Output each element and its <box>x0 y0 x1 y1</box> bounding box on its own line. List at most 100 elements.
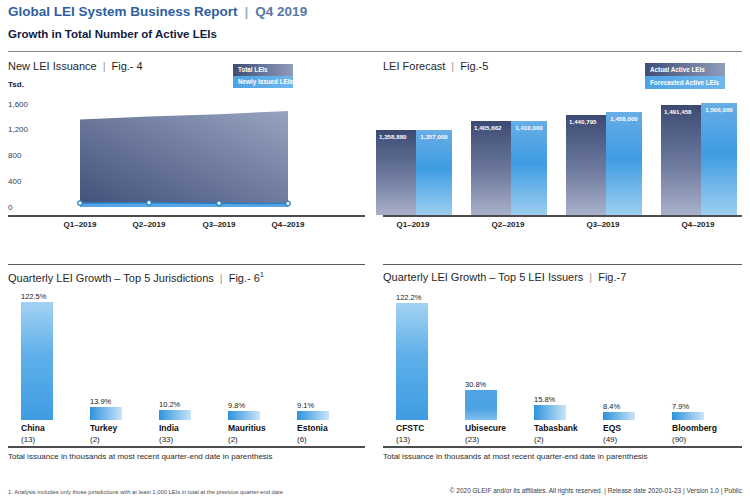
fig5-title-pipe: | <box>451 60 454 72</box>
fig5-x-axis-line <box>383 215 742 217</box>
report-period: Q4 2019 <box>255 4 307 19</box>
fig6-category-label-4: Estonia <box>297 423 328 433</box>
fig7-title-text: Quarterly LEI Growth – Top 5 LEI Issuers <box>383 271 583 283</box>
fig7-category-label-4: Bloomberg <box>672 423 717 433</box>
fig4-title-pipe: | <box>103 60 106 72</box>
fig6-category-label-1: Turkey <box>90 423 117 433</box>
fig7-count-label-0: (13) <box>396 435 410 444</box>
header-pipe: | <box>245 4 249 19</box>
report-title: Global LEI System Business Report <box>8 4 238 19</box>
fig6-category-label-0: China <box>21 423 45 433</box>
fig7-value-label-1: 30.8% <box>465 380 486 389</box>
fig6-value-label-0: 122.5% <box>21 292 46 301</box>
fig7-value-label-3: 8.4% <box>603 402 620 411</box>
fig6-title-text: Quarterly LEI Growth – Top 5 Jurisdictio… <box>8 272 214 284</box>
fig4-x-label-2: Q3–2019 <box>189 220 249 229</box>
fig5-x-label-2: Q3–2019 <box>573 220 633 229</box>
fig7-bar-tabasbank <box>534 405 566 420</box>
fig5-forecast-value-1: 1,410,000 <box>511 124 547 131</box>
fig5-legend: Actual Active LEIs Forecasted Active LEI… <box>645 63 725 89</box>
fig6-value-label-4: 9.1% <box>297 401 314 410</box>
fig5-legend-actual: Actual Active LEIs <box>645 63 725 76</box>
fig4-legend-newly-issued: Newly Issued LEIs <box>233 76 293 88</box>
fig5-forecast-bar-1 <box>511 121 547 215</box>
report-header: Global LEI System Business Report | Q4 201… <box>8 4 307 19</box>
fig7-title-pipe: | <box>589 271 592 283</box>
fig7-bottom-divider <box>383 446 742 448</box>
fig6-bar-india <box>159 410 191 420</box>
fig5-actual-bar-0 <box>376 130 420 215</box>
fig7-count-label-2: (2) <box>534 435 544 444</box>
newly-issued-marker-3 <box>286 201 291 206</box>
fig7-category-label-1: Ubisecure <box>465 423 506 433</box>
fig7-bar-ubisecure <box>465 390 497 420</box>
fig6-count-label-1: (2) <box>90 435 100 444</box>
fig6-value-label-1: 13.9% <box>90 397 111 406</box>
newly-issued-marker-1 <box>147 201 152 206</box>
fig7-bar-cfstc <box>396 303 428 420</box>
fig5-actual-value-3: 1,491,458 <box>664 108 692 115</box>
fig4-fig-label: Fig.- 4 <box>112 60 143 72</box>
fig5-title-text: LEI Forecast <box>383 60 445 72</box>
fig7-bar-eqs <box>603 412 635 420</box>
fig5-forecast-value-0: 1,357,000 <box>416 133 452 140</box>
fig5-actual-bar-2 <box>566 115 610 215</box>
newly-issued-marker-0 <box>78 201 83 206</box>
fig6-bottom-divider <box>8 446 365 448</box>
fig5-forecast-value-2: 1,458,000 <box>606 115 642 122</box>
fig7-category-label-2: Tabasbank <box>534 423 578 433</box>
fig5-x-label-3: Q4–2019 <box>668 220 728 229</box>
fig4-title: New LEI Issuance | Fig.- 4 <box>8 60 143 72</box>
fig7-value-label-0: 122.2% <box>396 293 421 302</box>
fig4-title-text: New LEI Issuance <box>8 60 97 72</box>
fig6-value-label-2: 10.2% <box>159 400 180 409</box>
fig6-bar-mauritius <box>228 411 260 420</box>
newly-issued-marker-2 <box>217 201 222 206</box>
fig6-caption: Total issuance in thousands at most rece… <box>8 452 273 461</box>
fig6-bar-turkey <box>90 407 122 420</box>
fig7-fig-label: Fig.-7 <box>598 271 626 283</box>
fig5-forecast-bar-3 <box>701 103 737 215</box>
fig6-count-label-0: (13) <box>21 435 35 444</box>
fig6-bar-china <box>21 302 53 420</box>
fig4-x-label-0: Q1–2019 <box>50 220 110 229</box>
copyright-text: © 2020 GLEIF and/or its affiliates. All … <box>450 487 742 494</box>
fig5-fig-label: Fig.-5 <box>460 60 488 72</box>
fig7-category-label-0: CFSTC <box>396 423 424 433</box>
fig5-actual-bar-3 <box>661 105 705 215</box>
fig5-forecast-value-3: 1,506,000 <box>701 106 737 113</box>
fig6-value-label-3: 9.8% <box>228 401 245 410</box>
fig7-count-label-1: (23) <box>465 435 479 444</box>
fig6-count-label-2: (33) <box>159 435 173 444</box>
fig4-x-axis-line <box>8 215 365 217</box>
fig6-title: Quarterly LEI Growth – Top 5 Jurisdictio… <box>8 271 264 284</box>
fig4-legend-total-leis: Total LEIs <box>233 64 293 76</box>
fig7-category-label-3: EQS <box>603 423 621 433</box>
fig6-footnote-marker: 1 <box>260 271 264 278</box>
fig7-caption: Total issuance in thousands at most rece… <box>383 452 648 461</box>
footnote-text: 1. Analysis includes only those jurisdic… <box>8 489 283 495</box>
fig5-title: LEI Forecast | Fig.-5 <box>383 60 488 72</box>
newly-issued-leis-line <box>80 203 288 204</box>
fig6-bar-estonia <box>297 411 329 420</box>
fig4-chart-canvas <box>8 96 365 217</box>
fig7-bar-bloomberg <box>672 412 704 420</box>
fig7-count-label-4: (90) <box>672 435 686 444</box>
fig7-top-divider <box>383 264 742 265</box>
fig6-fig-label: Fig.- 6 <box>229 272 260 284</box>
fig4-legend: Total LEIs Newly Issued LEIs <box>233 64 293 88</box>
fig5-forecast-bar-2 <box>606 112 642 215</box>
fig5-actual-bar-1 <box>471 121 515 215</box>
fig4-plot-area: 1,6001,2008004000 <box>8 96 365 217</box>
fig6-count-label-3: (2) <box>228 435 238 444</box>
fig6-top-divider <box>8 264 365 265</box>
total-leis-area-series <box>80 111 288 207</box>
fig7-value-label-2: 15.8% <box>534 395 555 404</box>
fig5-legend-forecasted: Forecasted Active LEIs <box>645 76 725 89</box>
report-page: Global LEI System Business Report | Q4 201… <box>0 0 750 501</box>
fig6-category-label-2: India <box>159 423 179 433</box>
fig5-actual-value-0: 1,358,880 <box>379 133 407 140</box>
fig7-title: Quarterly LEI Growth – Top 5 LEI Issuers… <box>383 271 626 283</box>
fig7-count-label-3: (49) <box>603 435 617 444</box>
fig5-actual-value-2: 1,440,795 <box>569 118 597 125</box>
